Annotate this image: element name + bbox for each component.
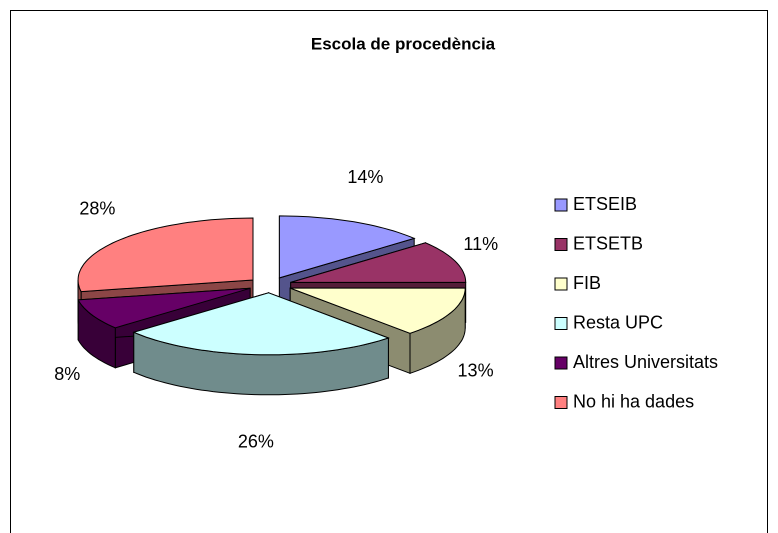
legend-swatch <box>554 356 568 370</box>
legend-swatch <box>554 396 568 409</box>
chart-frame <box>10 10 768 533</box>
legend-label: ETSEIB <box>573 194 637 214</box>
data-label: 26% <box>238 431 274 451</box>
legend-label: FIB <box>573 273 601 293</box>
data-label: 14% <box>347 167 383 187</box>
data-label: 13% <box>458 361 494 381</box>
slice <box>77 287 251 329</box>
slice <box>132 292 390 356</box>
legend-swatch <box>554 317 568 330</box>
data-label: 28% <box>79 199 115 219</box>
slice <box>290 287 466 334</box>
legend-label: ETSETB <box>573 233 643 253</box>
slice <box>77 217 254 293</box>
data-label: 11% <box>463 234 498 254</box>
data-label: 8% <box>54 364 80 384</box>
legend-label: No hi ha dades <box>573 391 694 411</box>
slice <box>290 242 467 283</box>
legend-swatch <box>554 198 568 212</box>
legend-label: Resta UPC <box>573 312 663 332</box>
legend-swatch <box>554 238 568 251</box>
chart-title: Escola de procedència <box>311 34 496 53</box>
legend-swatch <box>554 277 568 291</box>
legend-label: Altres Universitats <box>573 352 718 372</box>
slice <box>278 215 416 279</box>
